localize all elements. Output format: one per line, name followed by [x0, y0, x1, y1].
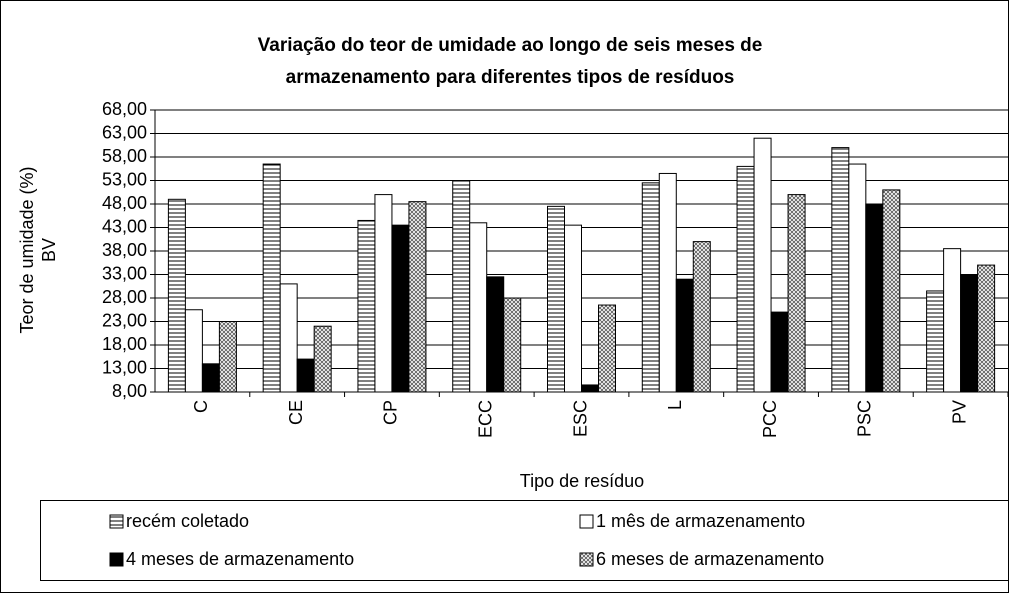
- bar: [503, 297, 522, 393]
- bar: [201, 363, 220, 393]
- bar: [408, 201, 427, 393]
- chart-title: Variação do teor de umidade ao longo de …: [258, 35, 763, 56]
- y-tick-label: 28,00: [102, 287, 147, 307]
- legend-box: [40, 500, 1009, 581]
- y-tick-label: 68,00: [102, 99, 147, 119]
- bar: [391, 224, 410, 393]
- bar: [770, 311, 789, 393]
- bar: [848, 163, 867, 393]
- bar: [547, 205, 565, 393]
- bar: [926, 290, 945, 393]
- legend-swatch: [109, 552, 124, 567]
- bar: [736, 165, 755, 393]
- bar: [787, 194, 806, 393]
- y-tick-label: 33,00: [102, 263, 147, 283]
- bar: [641, 182, 660, 393]
- bar: [581, 384, 599, 393]
- bar: [692, 241, 711, 393]
- legend-swatch: [109, 514, 124, 529]
- legend-swatch: [579, 552, 594, 567]
- bar: [753, 137, 772, 393]
- bar: [943, 248, 962, 393]
- x-tick-label: L: [665, 400, 685, 410]
- y-tick-label: 8,00: [112, 381, 147, 401]
- legend-label: 1 mês de armazenamento: [596, 511, 805, 531]
- legend-label: 6 meses de armazenamento: [596, 549, 824, 569]
- bar: [564, 224, 582, 393]
- bar: [598, 304, 616, 393]
- x-tick-label: ECC: [475, 400, 495, 438]
- bar: [865, 203, 884, 393]
- y-axis-title: BV: [39, 238, 59, 262]
- bar: [882, 189, 901, 393]
- bar: [357, 219, 376, 393]
- bar: [486, 276, 505, 393]
- bar: [960, 274, 979, 393]
- bar: [184, 309, 203, 393]
- bar: [279, 283, 298, 393]
- x-tick-label: CE: [286, 400, 306, 425]
- bar: [831, 147, 850, 393]
- bar: [658, 172, 677, 393]
- bar: [262, 163, 281, 393]
- y-tick-label: 18,00: [102, 334, 147, 354]
- bar: [167, 198, 186, 393]
- x-axis-title: Tipo de resíduo: [520, 471, 644, 491]
- bar: [374, 194, 393, 393]
- bar: [218, 321, 237, 393]
- bar: [452, 180, 471, 393]
- legend-swatch: [579, 514, 594, 529]
- bar: [469, 222, 488, 393]
- bar: [675, 278, 694, 393]
- x-tick-label: PSC: [855, 400, 875, 437]
- chart-title: armazenamento para diferentes tipos de r…: [286, 67, 735, 88]
- x-tick-label: C: [191, 400, 211, 413]
- y-tick-label: 58,00: [102, 146, 147, 166]
- y-tick-label: 48,00: [102, 193, 147, 213]
- y-tick-label: 43,00: [102, 216, 147, 236]
- bar: [313, 325, 332, 393]
- y-tick-label: 23,00: [102, 310, 147, 330]
- x-tick-label: ESC: [570, 400, 590, 437]
- bar: [296, 358, 315, 393]
- x-tick-label: PCC: [760, 400, 780, 438]
- y-tick-label: 63,00: [102, 122, 147, 142]
- y-tick-label: 38,00: [102, 240, 147, 260]
- y-tick-label: 53,00: [102, 169, 147, 189]
- legend-label: 4 meses de armazenamento: [126, 549, 354, 569]
- x-tick-label: CP: [381, 400, 401, 425]
- y-axis-title: Teor de umidade (%): [17, 166, 37, 333]
- legend-label: recém coletado: [126, 511, 249, 531]
- bar: [977, 264, 996, 393]
- x-tick-label: PV: [949, 400, 969, 424]
- y-tick-label: 13,00: [102, 357, 147, 377]
